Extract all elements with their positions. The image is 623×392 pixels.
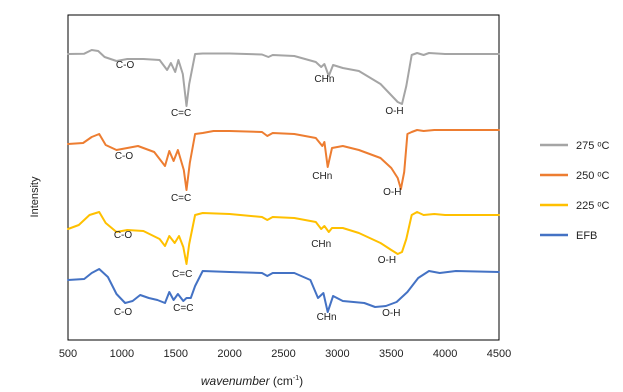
x-tick-labels: 500 1000 1500 2000 2500 3000 3500 4000 4500 [59, 348, 511, 360]
peak-label-0-2: CHn [314, 74, 334, 85]
x-axis-label: wavenumber (cm-1) [201, 374, 303, 388]
peak-label-1-0: C-O [115, 151, 134, 162]
legend: 275 ᵒC 250 ᵒC 225 ᵒC EFB [540, 140, 610, 242]
peak-label-1-2: CHn [312, 171, 332, 182]
legend-label-3: EFB [576, 230, 597, 242]
x-tick-label-1: 1000 [110, 348, 134, 360]
peak-labels-layer: C-O C=C CHn O-H C-O C=C CHn O-H C-O C=C CHn O-H C-O C… [114, 60, 404, 323]
series-line-2 [67, 211, 500, 265]
peak-label-3-1: C=C [173, 303, 193, 314]
series-line-0 [67, 49, 500, 107]
x-tick-label-2: 1500 [164, 348, 188, 360]
y-axis-label: Intensity [29, 176, 41, 217]
peak-label-2-0: C-O [114, 230, 133, 241]
peak-label-1-3: O-H [383, 187, 401, 198]
x-tick-label-8: 4500 [487, 348, 511, 360]
x-tick-label-3: 2000 [217, 348, 241, 360]
peak-label-2-2: CHn [311, 239, 331, 250]
x-axis-label-unit-pre: (cm [273, 374, 293, 388]
peak-label-0-1: C=C [171, 108, 191, 119]
series-line-3 [67, 268, 500, 313]
x-tick-label-5: 3000 [325, 348, 349, 360]
peak-label-0-0: C-O [116, 60, 135, 71]
peak-label-0-3: O-H [385, 106, 403, 117]
x-axis-label-unit-exp: -1 [293, 375, 299, 382]
legend-label-2: 225 ᵒC [576, 200, 610, 212]
peak-label-2-1: C=C [172, 269, 192, 280]
x-tick-label-6: 3500 [379, 348, 403, 360]
series-line-1 [67, 129, 500, 191]
peak-label-1-1: C=C [171, 193, 191, 204]
legend-label-1: 250 ᵒC [576, 170, 610, 182]
spectra-layer [67, 49, 500, 313]
x-axis-label-unit-post: ) [299, 374, 303, 388]
peak-label-2-3: O-H [378, 255, 396, 266]
x-tick-label-4: 2500 [271, 348, 295, 360]
peak-label-3-2: CHn [317, 312, 337, 323]
peak-label-3-3: O-H [382, 308, 400, 319]
x-tick-label-7: 4000 [433, 348, 457, 360]
x-axis-label-main: wavenumber [201, 374, 271, 388]
x-tick-label-0: 500 [59, 348, 77, 360]
peak-label-3-0: C-O [114, 307, 133, 318]
plot-area-frame [67, 14, 500, 341]
legend-label-0: 275 ᵒC [576, 140, 610, 152]
